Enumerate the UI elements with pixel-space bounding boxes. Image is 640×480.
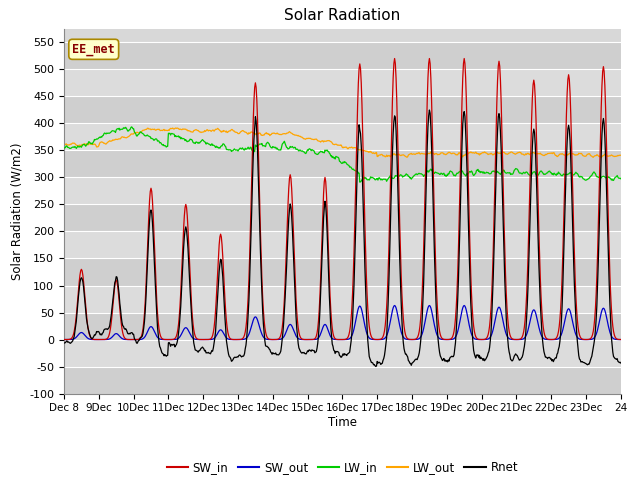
SW_in — [96, 336, 104, 342]
LW_out — [69, 140, 77, 146]
Line: SW_in: SW_in — [64, 59, 621, 339]
Bar — [64, 42, 621, 69]
SW_out — [60, 336, 68, 342]
SW_in — [515, 336, 522, 342]
Bar — [64, 367, 621, 394]
SW_in — [531, 95, 539, 101]
Bar — [64, 123, 621, 150]
Bar — [64, 312, 621, 339]
LW_in — [356, 180, 364, 185]
X-axis label: Time: Time — [328, 416, 357, 429]
SW_in — [60, 336, 68, 342]
LW_out — [514, 150, 522, 156]
Bar — [64, 231, 621, 259]
LW_out — [184, 127, 191, 133]
Rnet — [462, 129, 470, 134]
SW_out — [184, 326, 191, 332]
LW_out — [617, 152, 625, 158]
LW_out — [136, 130, 144, 135]
LW_in — [60, 145, 68, 151]
LW_in — [531, 170, 539, 176]
LW_in — [184, 139, 191, 144]
LW_in — [515, 169, 522, 175]
Rnet — [69, 338, 77, 344]
Bar — [64, 178, 621, 204]
LW_in — [462, 173, 470, 179]
SW_in — [617, 336, 625, 342]
LW_in — [137, 129, 145, 135]
LW_out — [461, 153, 468, 158]
Rnet — [60, 340, 68, 346]
Line: Rnet: Rnet — [64, 110, 621, 366]
SW_in — [184, 213, 191, 218]
SW_out — [531, 309, 539, 315]
SW_in — [69, 334, 77, 339]
Bar — [64, 204, 621, 231]
Text: EE_met: EE_met — [72, 43, 115, 56]
LW_in — [69, 144, 77, 150]
Bar — [64, 286, 621, 312]
LW_in — [617, 176, 625, 181]
Bar — [64, 96, 621, 123]
SW_out — [96, 336, 104, 342]
SW_in — [137, 335, 145, 340]
LW_out — [597, 155, 605, 160]
Bar — [64, 259, 621, 286]
Line: LW_in: LW_in — [64, 127, 621, 182]
SW_out — [462, 305, 470, 311]
SW_in — [462, 75, 470, 81]
Bar — [64, 69, 621, 96]
Y-axis label: Solar Radiation (W/m2): Solar Radiation (W/m2) — [11, 143, 24, 280]
Rnet — [617, 360, 625, 366]
LW_out — [172, 125, 179, 131]
Bar — [64, 150, 621, 178]
Rnet — [136, 335, 144, 341]
Rnet — [531, 142, 539, 148]
SW_out — [617, 336, 625, 342]
Rnet — [515, 356, 522, 361]
Line: SW_out: SW_out — [64, 305, 621, 339]
Rnet — [182, 227, 190, 233]
Rnet — [372, 363, 380, 369]
SW_in — [391, 56, 399, 61]
Rnet — [426, 107, 433, 113]
LW_out — [531, 150, 538, 156]
LW_in — [127, 124, 135, 130]
SW_out — [391, 302, 399, 308]
Legend: SW_in, SW_out, LW_in, LW_out, Rnet: SW_in, SW_out, LW_in, LW_out, Rnet — [162, 456, 523, 479]
Bar — [64, 339, 621, 367]
SW_out — [515, 336, 522, 342]
LW_out — [60, 142, 68, 147]
Title: Solar Radiation: Solar Radiation — [284, 9, 401, 24]
SW_out — [137, 336, 145, 342]
Line: LW_out: LW_out — [64, 128, 621, 157]
SW_out — [69, 336, 77, 342]
